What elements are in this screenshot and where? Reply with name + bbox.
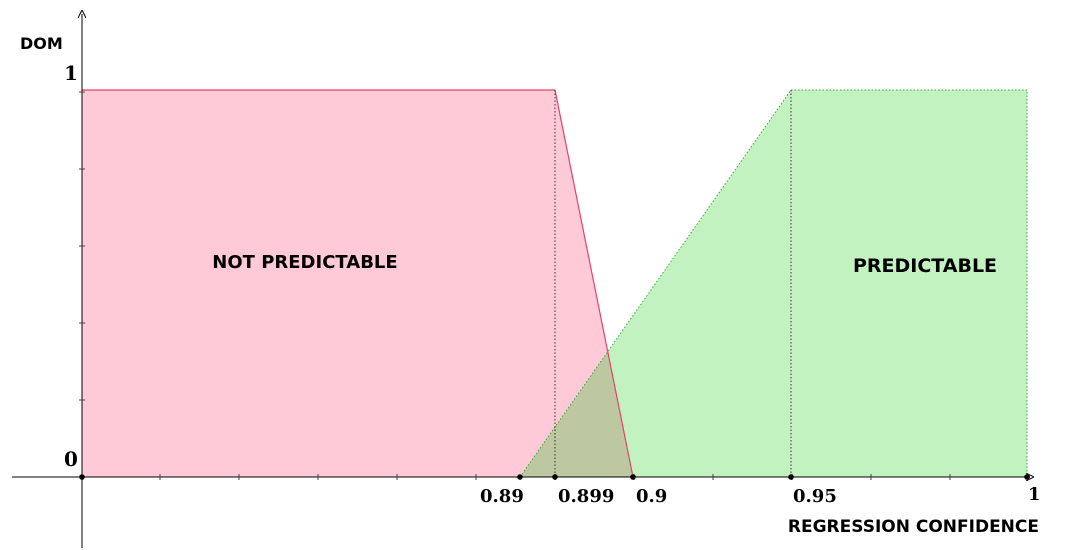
y-tick-label: 0: [64, 447, 78, 471]
point-marker: [517, 474, 523, 480]
point-marker: [552, 474, 558, 480]
overlap-area: [520, 351, 633, 477]
point-marker: [630, 474, 636, 480]
point-marker: [1024, 474, 1030, 480]
predictable-area: [520, 90, 1027, 477]
point-marker: [79, 474, 85, 480]
x-tick-label: 0.95: [793, 486, 837, 507]
axes-layer: [12, 14, 1030, 548]
x-tick-label: 1: [1028, 484, 1041, 505]
x-tick-label: 0.9: [636, 486, 667, 507]
x-axis-label: REGRESSION CONFIDENCE: [788, 517, 1039, 537]
area-layer: [82, 90, 1027, 477]
point-marker: [788, 474, 794, 480]
y-axis-label: DOM: [20, 34, 63, 53]
x-tick-label: 0.89: [480, 486, 524, 507]
not-predictable-label: NOT PREDICTABLE: [212, 252, 397, 273]
x-tick-label: 0.899: [558, 486, 614, 507]
y-tick-label: 1: [64, 61, 78, 85]
predictable-label: PREDICTABLE: [853, 255, 997, 277]
not-predictable-area: [82, 90, 633, 477]
line-layer: [82, 89, 1028, 478]
